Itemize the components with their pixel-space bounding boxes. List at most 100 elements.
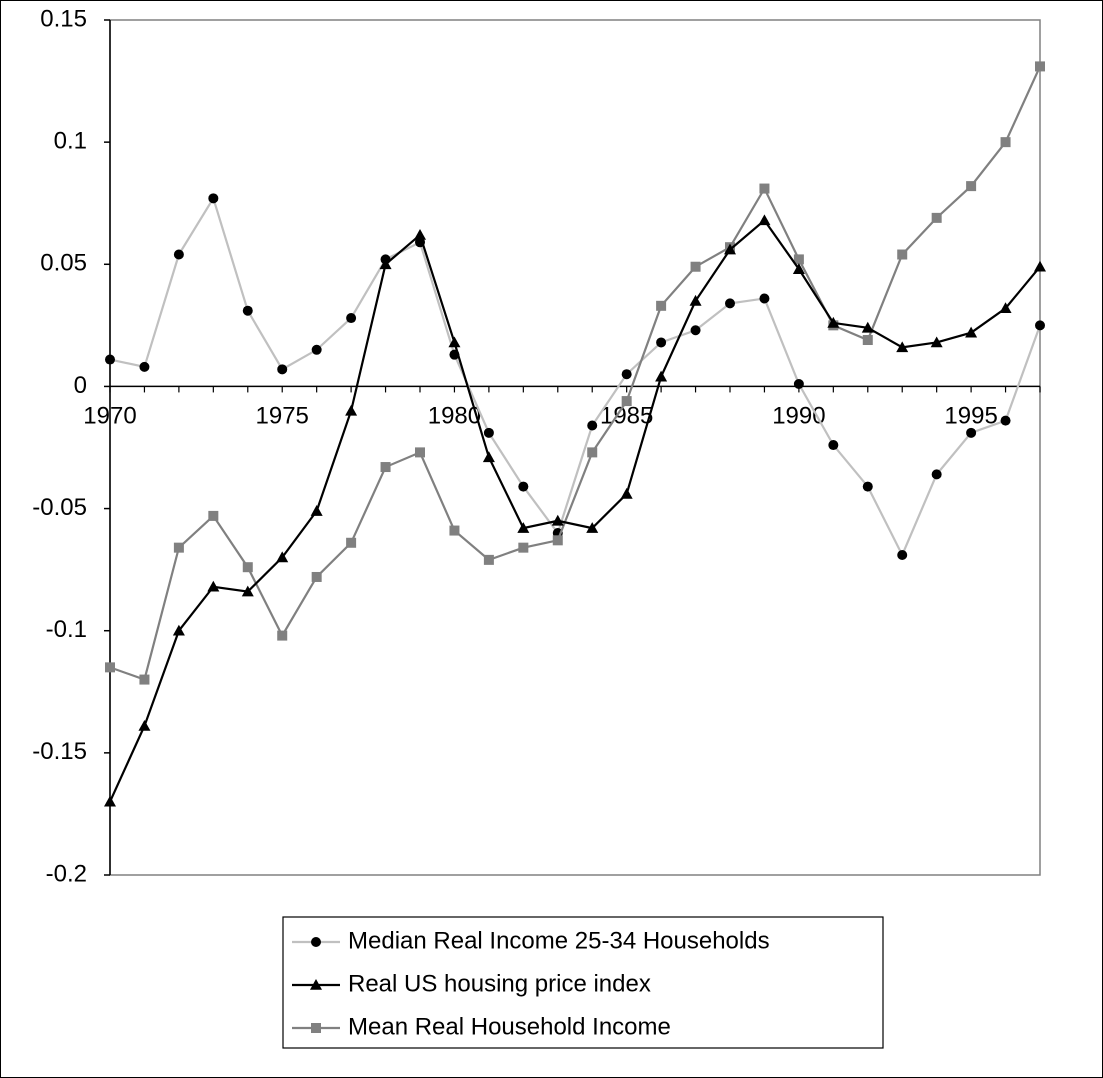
data-point	[656, 300, 667, 311]
data-point	[930, 336, 943, 348]
data-point	[207, 580, 220, 592]
data-point	[862, 481, 873, 492]
data-point	[311, 344, 322, 355]
data-point	[931, 469, 942, 480]
data-point	[792, 263, 805, 274]
data-point	[415, 447, 425, 458]
data-point	[690, 325, 701, 336]
data-point	[482, 451, 495, 463]
data-point	[1000, 137, 1011, 148]
x-tick-label: 1985	[600, 402, 653, 429]
data-point	[586, 522, 599, 533]
series-line	[109, 195, 1042, 558]
data-point	[587, 420, 598, 431]
legend-label: Mean Real Household Income	[348, 1013, 671, 1040]
data-point	[276, 551, 289, 563]
data-point	[1035, 61, 1045, 72]
data-point	[587, 447, 598, 458]
data-point	[380, 462, 391, 473]
data-point	[346, 313, 357, 324]
y-tick-label: 0.05	[40, 250, 87, 277]
data-point	[173, 249, 184, 260]
data-point	[242, 562, 253, 573]
y-tick-label: -0.15	[32, 738, 87, 765]
series-line	[108, 218, 1041, 803]
series-2	[104, 214, 1046, 807]
y-tick-label: 0	[74, 372, 87, 399]
data-point	[552, 535, 563, 546]
data-point	[966, 181, 977, 192]
x-tick-label: 1970	[83, 402, 136, 429]
data-point	[311, 571, 322, 582]
data-point	[1034, 260, 1046, 272]
data-point	[208, 193, 219, 204]
data-point	[690, 261, 701, 272]
data-point	[621, 369, 632, 380]
x-tick-label: 1980	[428, 402, 481, 429]
data-point	[965, 326, 978, 338]
data-point	[518, 542, 529, 553]
data-point	[655, 370, 668, 382]
data-point	[414, 228, 426, 240]
data-point	[861, 321, 874, 333]
x-axis-ticks: 1970 1975 1980 1985 1990 1995	[83, 386, 1041, 429]
data-point	[517, 522, 530, 533]
data-point	[242, 305, 253, 316]
y-tick-label: -0.2	[46, 860, 87, 887]
data-point	[105, 354, 115, 365]
y-axis-ticks: 0.15 0.1 0.05 0 -0.05 -0.1 -0.15 -0.2	[32, 5, 110, 887]
data-point	[105, 662, 115, 673]
data-point	[758, 214, 771, 226]
data-point	[104, 795, 116, 807]
data-point	[828, 440, 839, 451]
data-point	[827, 316, 840, 328]
data-point	[139, 361, 150, 372]
legend: Median Real Income 25-34 Households Real …	[282, 916, 884, 1049]
series-line	[109, 65, 1042, 682]
data-point	[483, 427, 494, 438]
data-point	[759, 183, 770, 194]
data-point	[862, 335, 873, 346]
legend-label: Median Real Income 25-34 Households	[348, 927, 770, 954]
data-point	[759, 293, 770, 304]
data-point	[448, 336, 461, 348]
data-point	[449, 525, 460, 536]
legend-entry: Mean Real Household Income	[292, 1013, 671, 1040]
data-point	[551, 514, 564, 526]
data-point	[689, 294, 702, 306]
data-point	[173, 542, 184, 553]
data-point	[483, 554, 494, 565]
data-point	[518, 481, 529, 492]
data-point	[139, 674, 150, 685]
series-layer	[104, 61, 1046, 807]
data-point	[277, 630, 288, 641]
legend-entry: Median Real Income 25-34 Households	[292, 927, 770, 954]
legend-box	[282, 916, 884, 1049]
data-point	[379, 258, 392, 270]
legend-entry: Real US housing price index	[292, 970, 651, 997]
data-point	[277, 364, 288, 375]
data-point	[621, 396, 632, 407]
data-point	[208, 510, 219, 521]
x-tick-label: 1975	[256, 402, 309, 429]
data-point	[896, 341, 909, 353]
data-point	[897, 549, 908, 560]
data-point	[172, 624, 185, 636]
data-point	[931, 212, 942, 223]
data-point	[620, 487, 633, 499]
x-tick-label: 1995	[944, 402, 997, 429]
y-tick-label: 0.1	[54, 127, 87, 154]
data-point	[897, 249, 908, 260]
data-point	[966, 427, 977, 438]
series-3	[105, 61, 1045, 685]
data-point	[724, 243, 736, 255]
data-point	[241, 585, 254, 597]
data-point	[346, 537, 357, 548]
data-point	[793, 378, 804, 389]
data-point	[311, 1023, 321, 1033]
data-point	[311, 937, 321, 947]
series-1	[105, 193, 1045, 560]
